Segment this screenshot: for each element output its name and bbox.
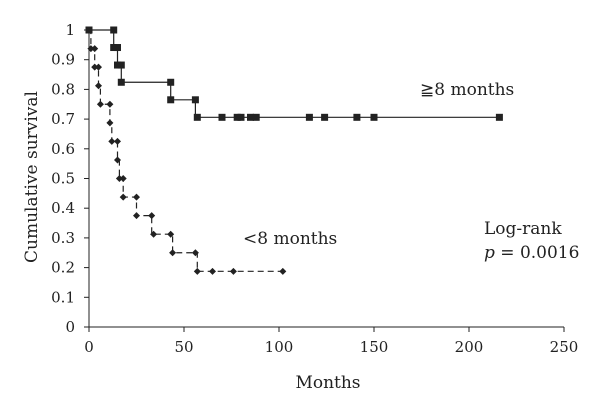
y-tick-label: 0.6	[51, 140, 75, 158]
y-ticks: 0 0.1 0.2 0.3 0.4 0.5 0.6 0.7 0.8 0.9 1	[51, 21, 89, 336]
y-tick-label: 1	[65, 21, 75, 39]
data-point	[353, 113, 361, 121]
data-point	[108, 137, 116, 145]
data-point	[370, 113, 378, 121]
y-tick-label: 0.4	[51, 199, 75, 217]
x-ticks: 0 50 100 150 200 250	[84, 327, 578, 356]
x-tick-label: 0	[84, 338, 94, 356]
x-tick-label: 200	[455, 338, 484, 356]
y-tick-label: 0	[65, 318, 75, 336]
data-point	[91, 63, 99, 71]
data-point	[106, 119, 114, 127]
data-point	[191, 96, 199, 104]
data-point	[495, 113, 503, 121]
data-point	[209, 267, 216, 275]
data-point	[110, 26, 118, 34]
data-point	[237, 113, 245, 121]
y-tick-label: 0.5	[51, 170, 75, 188]
series-label-ge8: ≧8 months	[420, 80, 514, 100]
data-point	[119, 175, 127, 182]
data-point	[167, 78, 175, 86]
data-point	[247, 113, 254, 121]
data-point	[233, 113, 241, 121]
y-tick-label: 0.3	[51, 229, 75, 247]
data-point	[193, 267, 201, 275]
x-axis-title: Months	[295, 373, 360, 393]
data-point	[133, 193, 140, 201]
y-tick-label: 0.2	[51, 259, 75, 277]
data-point	[110, 44, 118, 52]
y-tick-label: 0.7	[51, 110, 75, 128]
data-point	[167, 96, 175, 104]
data-point	[148, 212, 156, 220]
data-point	[117, 61, 125, 69]
x-tick-label: 100	[265, 338, 294, 356]
data-point	[91, 45, 99, 53]
data-point	[114, 156, 121, 164]
data-point	[169, 249, 177, 257]
p-symbol: p	[484, 243, 495, 263]
series-layer	[85, 26, 503, 275]
data-point	[115, 175, 123, 182]
data-point	[114, 44, 121, 52]
data-point	[133, 212, 140, 220]
p-value: = 0.0016	[495, 243, 580, 263]
p-value-label: p = 0.0016	[484, 243, 579, 263]
x-tick-label: 50	[174, 338, 193, 356]
test-name-label: Log-rank	[484, 219, 562, 239]
y-tick-label: 0.1	[51, 288, 75, 306]
data-point	[95, 63, 102, 71]
data-point	[150, 230, 158, 238]
data-point	[117, 78, 125, 86]
series-1	[85, 26, 503, 121]
series-label-lt8: <8 months	[243, 229, 337, 249]
data-point	[114, 61, 121, 69]
y-axis-title: Cumulative survival	[22, 91, 42, 263]
data-point	[252, 113, 260, 121]
data-point	[218, 113, 226, 121]
y-tick-label: 0.9	[51, 51, 75, 69]
data-point	[279, 267, 287, 275]
data-point	[95, 82, 102, 90]
data-point	[305, 113, 313, 121]
data-point	[87, 45, 95, 53]
data-point	[229, 267, 237, 275]
data-point	[193, 113, 201, 121]
data-point	[167, 230, 175, 238]
x-tick-label: 250	[550, 338, 579, 356]
x-tick-label: 150	[360, 338, 389, 356]
axes	[88, 30, 564, 328]
y-tick-label: 0.8	[51, 80, 75, 98]
data-point	[96, 100, 104, 108]
series-2	[87, 29, 287, 275]
data-point	[106, 100, 114, 108]
data-point	[114, 137, 121, 145]
series-line	[89, 29, 500, 118]
data-point	[119, 193, 127, 201]
data-point	[191, 249, 199, 257]
data-point	[321, 113, 329, 121]
